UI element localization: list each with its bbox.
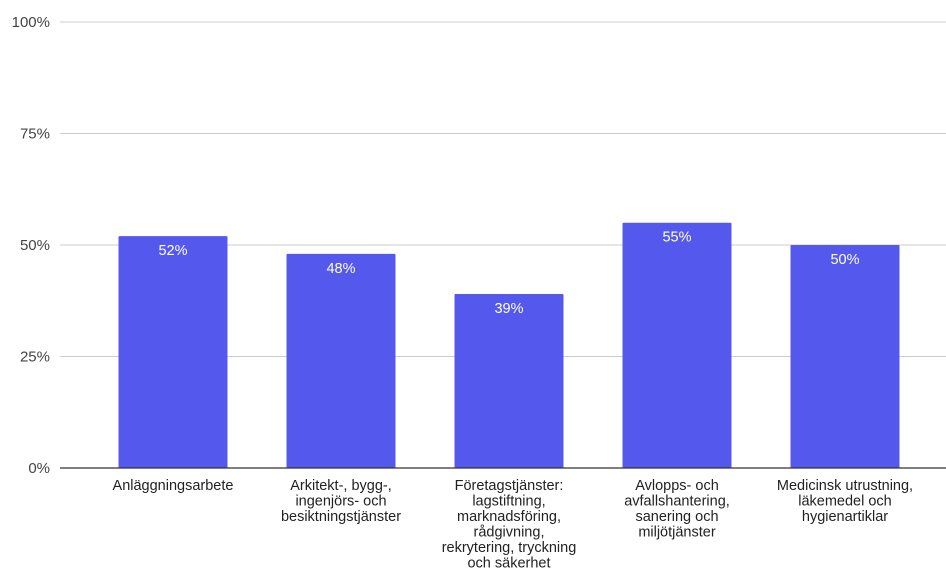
y-tick-label: 75%: [20, 126, 50, 143]
bars: 52% 48% 39% 55% 50%: [118, 222, 900, 468]
y-tick-label: 25%: [20, 349, 50, 366]
bar: [454, 294, 564, 468]
x-category-label: Arkitekt-, bygg-,: [290, 478, 392, 494]
x-category-label: ingenjörs- och: [295, 494, 386, 510]
x-category-label: marknadsföring,: [457, 509, 561, 525]
bar-value-label: 39%: [494, 301, 523, 317]
bar: [622, 222, 732, 468]
bar: [118, 236, 228, 468]
bar: [790, 245, 900, 468]
x-category-label: sanering och: [635, 509, 718, 525]
x-category-label: lagstiftning,: [472, 494, 545, 510]
y-tick-label: 0%: [28, 460, 50, 477]
x-category-label: rekrytering, tryckning: [442, 540, 577, 556]
x-category-label: hygienartiklar: [802, 509, 888, 525]
x-category-label: Avlopps- och: [635, 478, 719, 494]
x-category-label: miljötjänster: [638, 525, 716, 541]
x-category-label: rådgivning,: [474, 525, 545, 541]
x-category-label: och säkerhet: [467, 556, 550, 572]
bar-value-label: 55%: [662, 230, 691, 246]
bar: [286, 253, 396, 468]
bar-value-label: 52%: [158, 243, 187, 259]
y-tick-label: 50%: [20, 237, 50, 254]
x-axis-labels: Anläggningsarbete Arkitekt-, bygg-,ingenj…: [113, 478, 914, 572]
x-category-label: avfallshantering,: [624, 494, 730, 510]
x-category-label: Företagstjänster:: [455, 478, 564, 494]
x-category-label: Medicinsk utrustning,: [777, 478, 913, 494]
x-category-label: besiktningstjänster: [281, 509, 401, 525]
y-axis-ticks: 0% 25% 50% 75% 100%: [12, 14, 50, 477]
bar-value-label: 50%: [830, 252, 859, 268]
bar-value-label: 48%: [326, 261, 355, 277]
y-tick-label: 100%: [12, 14, 50, 31]
x-category-label: läkemedel och: [798, 494, 892, 510]
x-category-label: Anläggningsarbete: [113, 478, 234, 494]
